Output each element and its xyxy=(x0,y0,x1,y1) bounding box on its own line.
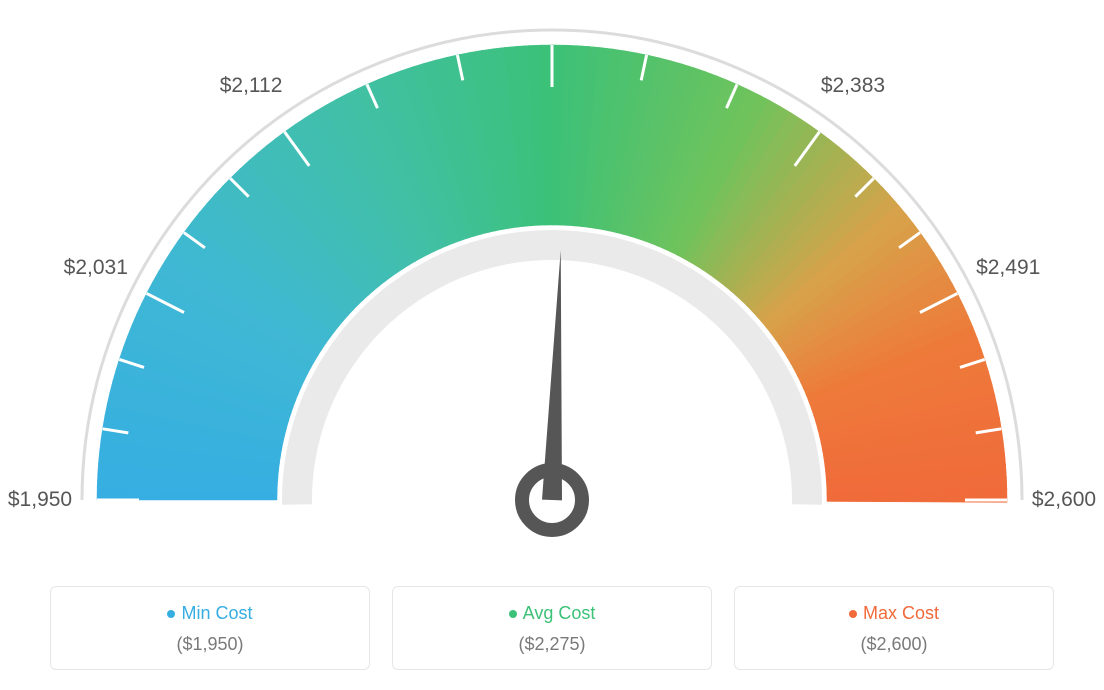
legend-title-avg-text: Avg Cost xyxy=(523,603,596,623)
needle xyxy=(542,250,562,500)
legend-title-avg: Avg Cost xyxy=(403,603,701,624)
legend-value-min: ($1,950) xyxy=(61,634,359,655)
legend-card-avg: Avg Cost ($2,275) xyxy=(392,586,712,670)
legend-dot-min xyxy=(167,610,175,618)
tick-label: $2,600 xyxy=(1032,488,1096,512)
legend-card-max: Max Cost ($2,600) xyxy=(734,586,1054,670)
gauge-container: $1,950$2,031$2,112$2,275$2,383$2,491$2,6… xyxy=(0,0,1104,560)
legend-title-min: Min Cost xyxy=(61,603,359,624)
legend-dot-avg xyxy=(509,610,517,618)
tick-label: $2,383 xyxy=(821,74,885,98)
legend-value-avg: ($2,275) xyxy=(403,634,701,655)
legend-value-max: ($2,600) xyxy=(745,634,1043,655)
tick-label: $1,950 xyxy=(8,488,72,512)
legend-card-min: Min Cost ($1,950) xyxy=(50,586,370,670)
gauge-svg xyxy=(0,0,1104,560)
tick-label: $2,491 xyxy=(976,256,1040,280)
legend-title-max-text: Max Cost xyxy=(863,603,939,623)
legend-dot-max xyxy=(849,610,857,618)
legend-row: Min Cost ($1,950) Avg Cost ($2,275) Max … xyxy=(0,586,1104,670)
legend-title-max: Max Cost xyxy=(745,603,1043,624)
tick-label: $2,112 xyxy=(220,74,283,98)
tick-label: $2,031 xyxy=(64,256,128,280)
legend-title-min-text: Min Cost xyxy=(181,603,252,623)
